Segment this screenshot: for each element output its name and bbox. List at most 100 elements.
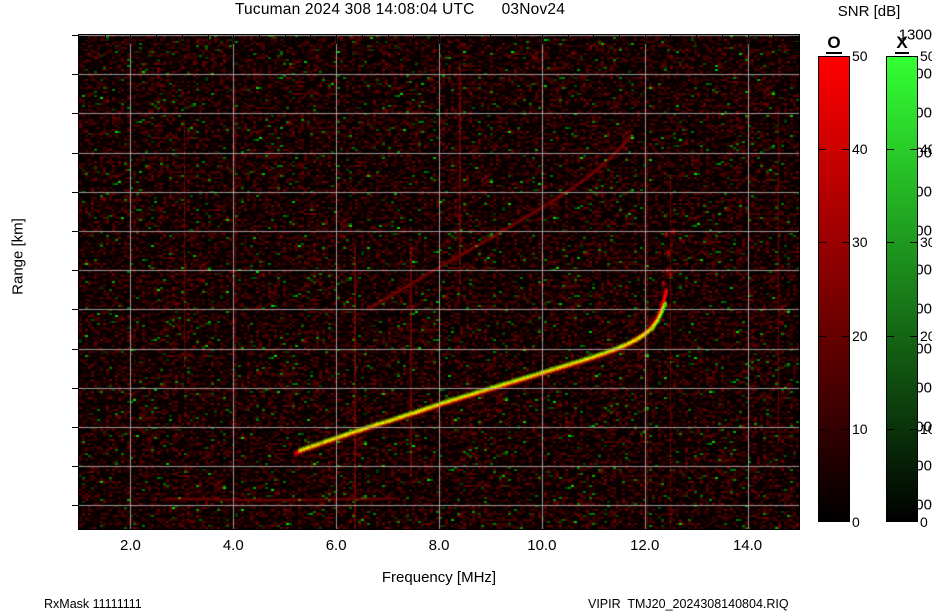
axis-minor-tick [593, 35, 594, 44]
axis-minor-tick [79, 42, 88, 43]
y-tick-mark [72, 74, 78, 75]
source-file-label: VIPIR TMJ20_2024308140804.RIQ [588, 597, 789, 611]
colorbar-tick-label: 40 [920, 141, 932, 157]
x-tick-label: 12.0 [630, 537, 660, 554]
y-tick-mark [72, 192, 78, 193]
axis-minor-tick [790, 51, 799, 52]
colorbar-tick-label: 10 [920, 421, 932, 437]
colorbar-o-scale[interactable] [818, 56, 850, 522]
axis-minor-tick [790, 48, 799, 49]
axis-minor-tick [413, 35, 414, 41]
colorbar-tick-mark [887, 336, 894, 337]
y-tick-mark [72, 35, 78, 36]
colorbar-tick-mark [819, 242, 826, 243]
axis-minor-tick [748, 35, 749, 44]
ionogram-canvas[interactable] [79, 35, 799, 529]
axis-minor-tick [79, 39, 88, 40]
rxmask-label: RxMask 11111111 [44, 597, 142, 611]
y-tick-mark [72, 153, 78, 154]
colorbar-tick-mark [842, 429, 849, 430]
axis-minor-tick [130, 35, 131, 44]
colorbar-tick-label: 20 [920, 328, 932, 344]
x-tick-label: 14.0 [732, 537, 763, 554]
colorbar-tick-label: 40 [852, 141, 868, 157]
axis-minor-tick [105, 35, 106, 41]
y-tick-mark [72, 270, 78, 271]
axis-minor-tick [285, 35, 286, 44]
colorbar-tick-mark [842, 336, 849, 337]
y-tick-mark [72, 309, 78, 310]
colorbar-title: SNR [dB] [837, 3, 901, 20]
x-tick-label: 8.0 [428, 537, 450, 554]
axis-minor-tick [645, 35, 646, 44]
y-tick-mark [72, 388, 78, 389]
axis-minor-tick [362, 35, 363, 41]
colorbar-tick-mark [910, 242, 917, 243]
axis-minor-tick [790, 36, 799, 37]
colorbar-tick-mark [819, 336, 826, 337]
x-tick-label: 4.0 [222, 537, 244, 554]
axis-minor-tick [696, 35, 697, 44]
colorbar-tick-label: 0 [852, 514, 860, 530]
y-tick-mark [72, 231, 78, 232]
axis-minor-tick [182, 35, 183, 44]
y-tick-mark [72, 505, 78, 506]
axis-minor-tick [439, 35, 440, 44]
colorbar-tick-label: 50 [920, 48, 932, 64]
colorbar-tick-mark [819, 149, 826, 150]
colorbar-tick-mark [910, 429, 917, 430]
axis-minor-tick [465, 35, 466, 41]
axis-minor-tick [516, 35, 517, 41]
axis-minor-tick [79, 51, 88, 52]
y-tick-mark [72, 466, 78, 467]
colorbar-x-letter: X [895, 33, 909, 54]
y-axis-label: Range [km] [9, 218, 27, 295]
x-tick-label: 2.0 [119, 537, 141, 554]
axis-minor-tick [79, 45, 88, 46]
colorbar-x-scale[interactable] [886, 56, 918, 522]
axis-minor-tick [542, 35, 543, 44]
ionogram-plot[interactable] [78, 34, 800, 530]
axis-minor-tick [156, 35, 157, 41]
axis-minor-tick [619, 35, 620, 41]
y-tick-mark [72, 113, 78, 114]
colorbar-tick-label: 50 [852, 48, 868, 64]
y-tick-label: 1300 [898, 26, 932, 44]
axis-minor-tick [773, 35, 774, 41]
colorbar-tick-label: 30 [852, 234, 868, 250]
axis-minor-tick [208, 35, 209, 41]
colorbar-tick-mark [842, 149, 849, 150]
axis-minor-tick [79, 48, 88, 49]
x-tick-label: 6.0 [325, 537, 347, 554]
colorbar-tick-label: 20 [852, 328, 868, 344]
axis-minor-tick [790, 39, 799, 40]
colorbar-tick-mark [887, 149, 894, 150]
colorbar-o-letter: O [826, 33, 842, 54]
colorbar-tick-label: 30 [920, 234, 932, 250]
axis-minor-tick [388, 35, 389, 44]
y-tick-mark [72, 427, 78, 428]
axis-minor-tick [310, 35, 311, 41]
x-axis-label: Frequency [MHz] [381, 569, 497, 586]
colorbar-tick-mark [910, 149, 917, 150]
axis-minor-tick [790, 42, 799, 43]
colorbar-tick-label: 10 [852, 421, 868, 437]
x-tick-label: 10.0 [527, 537, 557, 554]
axis-minor-tick [233, 35, 234, 44]
axis-minor-tick [79, 36, 88, 37]
colorbar-tick-label: 0 [920, 514, 928, 530]
axis-minor-tick [568, 35, 569, 41]
colorbar-tick-mark [887, 429, 894, 430]
y-tick-mark [72, 349, 78, 350]
axis-minor-tick [790, 45, 799, 46]
colorbar-tick-mark [819, 429, 826, 430]
axis-minor-tick [670, 35, 671, 41]
axis-minor-tick [259, 35, 260, 41]
axis-minor-tick [490, 35, 491, 44]
colorbar-tick-mark [887, 242, 894, 243]
colorbar-tick-mark [842, 242, 849, 243]
colorbar-tick-mark [910, 336, 917, 337]
page-title: Tucuman 2024 308 14:08:04 UTC 03Nov24 [234, 1, 566, 18]
axis-minor-tick [722, 35, 723, 41]
axis-minor-tick [336, 35, 337, 44]
